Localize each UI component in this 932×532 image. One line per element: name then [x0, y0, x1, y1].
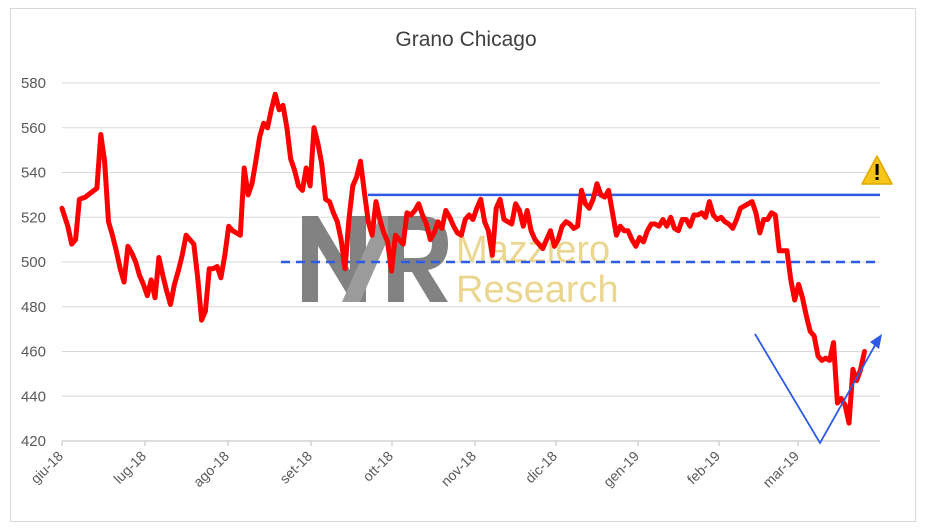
y-tick-label: 520: [21, 209, 46, 226]
x-tick-label: lug-18: [110, 448, 149, 487]
price-series-line: [59, 91, 867, 426]
warning-icon: [861, 155, 893, 185]
arrow-head-icon: [870, 334, 882, 349]
y-tick-label: 580: [21, 75, 46, 92]
y-tick-label: 460: [21, 344, 46, 361]
y-tick-label: 540: [21, 165, 46, 182]
x-tick-label: nov-18: [438, 448, 480, 490]
y-tick-label: 480: [21, 299, 46, 316]
watermark-text-line2: Research: [456, 269, 619, 311]
y-tick-label: 420: [21, 433, 46, 450]
x-tick-label: mar-19: [759, 448, 802, 491]
x-axis: giu-18 lug-18 ago-18 set-18 ott-18 nov-18 dic-…: [27, 440, 880, 491]
x-tick-label: feb-19: [684, 448, 724, 488]
y-axis-ticks: 420 440 460 480 500 520 540 560 580: [21, 75, 46, 450]
x-tick-label: dic-18: [522, 448, 560, 486]
y-tick-label: 440: [21, 388, 46, 405]
x-tick-label: gen-19: [600, 448, 642, 490]
x-tick-label: ago-18: [190, 448, 232, 490]
y-tick-label: 560: [21, 120, 46, 137]
chart-title: Grano Chicago: [395, 28, 537, 51]
x-tick-label: giu-18: [27, 448, 66, 487]
x-tick-label: ott-18: [359, 448, 396, 485]
x-tick-label: set-18: [276, 448, 315, 487]
y-tick-label: 500: [21, 254, 46, 271]
v-pattern-arrow: [754, 333, 882, 445]
